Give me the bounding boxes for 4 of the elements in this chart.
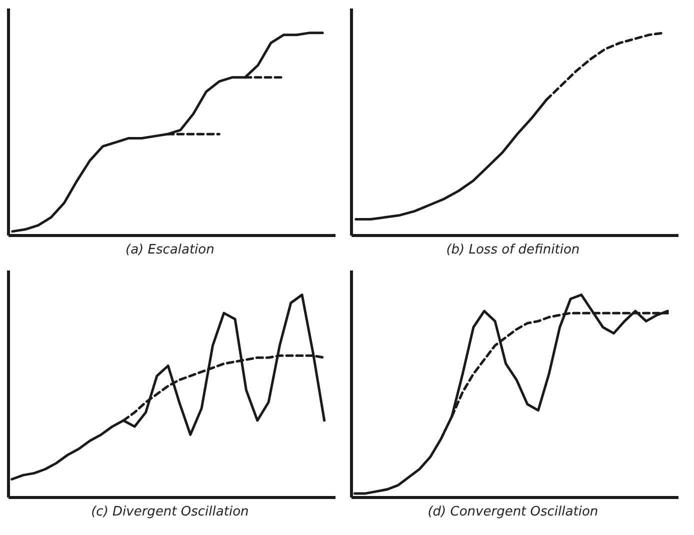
- text: (a) Escalation: [126, 242, 214, 258]
- text: (b) Loss of definition: [446, 242, 580, 258]
- text: (c) Divergent Oscillation: [91, 504, 249, 520]
- text: (d) Convergent Oscillation: [428, 504, 598, 520]
